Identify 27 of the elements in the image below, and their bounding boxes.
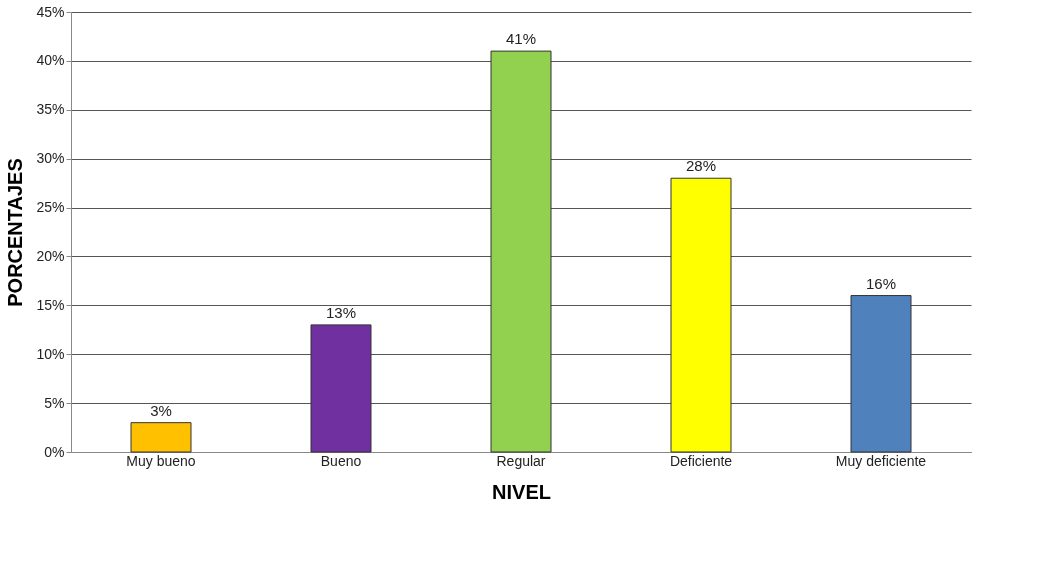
y-tick-label: 15%: [36, 296, 65, 313]
bar: [130, 422, 192, 453]
x-tick-label: Deficiente: [669, 452, 733, 469]
data-label: 41%: [505, 30, 537, 48]
y-axis-title: PORCENTAJES: [4, 158, 27, 307]
bar: [310, 324, 372, 453]
bar: [490, 50, 552, 453]
y-tick-label: 5%: [44, 394, 65, 411]
data-label: 16%: [865, 274, 897, 292]
y-tick-label: 30%: [36, 150, 65, 167]
y-tick-label: 20%: [36, 247, 65, 264]
data-label: 13%: [325, 303, 357, 321]
data-label: 28%: [685, 157, 717, 175]
x-tick-label: Muy deficiente: [835, 452, 927, 469]
y-tick-label: 35%: [36, 101, 65, 118]
y-tick-label: 45%: [36, 3, 65, 20]
x-tick-label: Regular: [496, 452, 546, 469]
data-label: 3%: [150, 401, 172, 419]
bar: [670, 177, 732, 453]
x-axis-title: NIVEL: [492, 480, 551, 503]
bar: [850, 295, 912, 453]
y-tick-label: 10%: [36, 345, 65, 362]
y-tick-label: 25%: [36, 199, 65, 216]
y-tick-label: 0%: [44, 443, 65, 460]
x-tick-label: Bueno: [320, 452, 362, 469]
y-tick-label: 40%: [36, 52, 65, 69]
x-tick-label: Muy bueno: [126, 452, 196, 469]
